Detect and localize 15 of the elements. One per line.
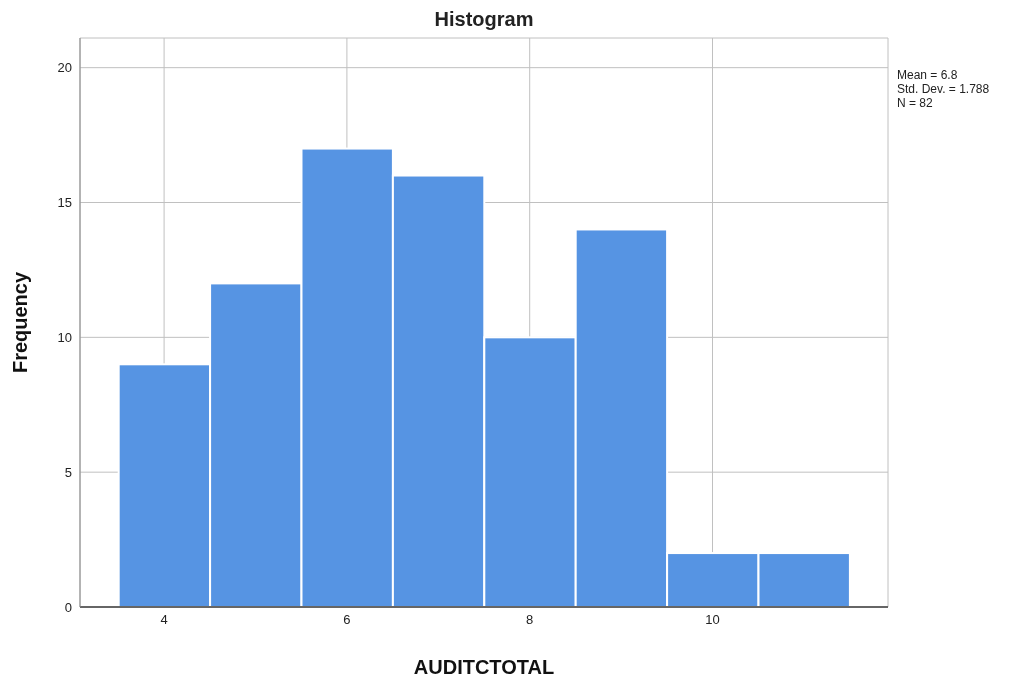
y-tick-label: 10	[57, 329, 72, 345]
text: Std. Dev. = 1.788	[897, 82, 990, 96]
text: N = 82	[897, 96, 934, 110]
y-tick-label: 5	[64, 464, 72, 480]
chart-title: Histogram	[433, 8, 535, 31]
text: Mean = 6.8	[897, 68, 959, 82]
y-tick-label: 20	[57, 60, 72, 76]
x-tick-label: 8	[526, 612, 534, 628]
x-axis-title: AUDITCTOTAL	[413, 656, 555, 678]
x-tick-label: 10	[705, 612, 720, 628]
y-tick-label: 0	[64, 599, 72, 615]
x-tick-label: 6	[343, 612, 351, 628]
y-tick-label: 15	[57, 195, 72, 211]
x-tick-label: 4	[160, 612, 168, 628]
y-axis-title: Frequency	[9, 271, 32, 374]
